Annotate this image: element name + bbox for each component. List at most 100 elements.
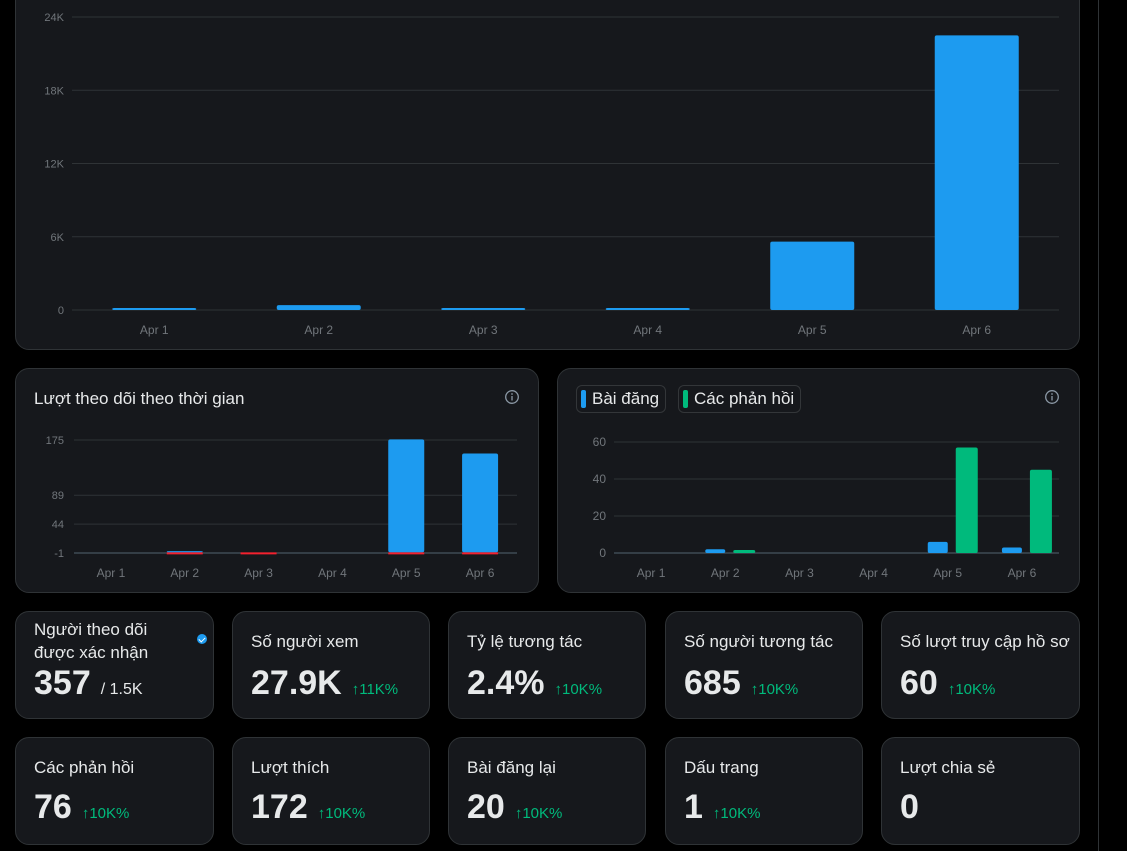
stat-shares[interactable]: Lượt chia sẻ 0 <box>881 737 1080 845</box>
bar <box>276 305 361 310</box>
stat-value-row: 2.4% ↑10K% <box>467 664 602 703</box>
x-tick-label: Apr 2 <box>304 323 333 337</box>
stat-change-value: 10K% <box>720 805 761 822</box>
arrow-up-icon: ↑ <box>750 681 759 698</box>
stat-engagers[interactable]: Số người tương tác 685 ↑10K% <box>665 611 863 719</box>
arrow-up-icon: ↑ <box>947 681 956 698</box>
stat-value-row: 20 ↑10K% <box>467 788 562 827</box>
bar-replies <box>1029 469 1052 553</box>
y-tick-label: 44 <box>52 519 64 531</box>
x-tick-label: Apr 1 <box>97 566 126 580</box>
x-tick-label: Apr 6 <box>466 566 495 580</box>
bar <box>770 241 855 310</box>
stat-change-value: 10K% <box>562 681 603 698</box>
stat-change-value: 10K% <box>522 805 563 822</box>
stat-change: ↑10K% <box>515 805 563 822</box>
bar-unfollows <box>462 552 499 555</box>
stat-change-value: 10K% <box>955 681 996 698</box>
x-tick-label: Apr 6 <box>1008 566 1037 580</box>
stat-change: ↑10K% <box>555 681 603 698</box>
y-tick-label: 18K <box>44 85 64 97</box>
stat-value-row: 685 ↑10K% <box>684 664 798 703</box>
info-icon[interactable] <box>504 389 520 405</box>
stat-value: 685 <box>684 664 741 702</box>
bar-replies <box>955 447 978 553</box>
stat-replies[interactable]: Các phản hồi 76 ↑10K% <box>15 737 214 845</box>
y-tick-label: 0 <box>58 305 64 317</box>
impressions-chart-card: 24K 18K 12K 6K 0 Apr 1 Apr 2 Apr 3 Apr 4 Apr 5 Apr… <box>15 0 1080 350</box>
followers-chart: 175 89 44 -1 Apr 1 Apr 2 Apr 3 Apr 4 Apr 5 Apr 6 <box>46 435 517 580</box>
y-tick-label: 60 <box>593 435 607 449</box>
y-tick-label: 89 <box>52 490 64 502</box>
bar-posts <box>1001 547 1022 553</box>
bar-posts <box>705 549 726 553</box>
followers-chart-card: Lượt theo dõi theo thời gian 175 89 44 -1 Ap… <box>15 368 539 593</box>
stat-value: 20 <box>467 788 505 826</box>
stat-value: 1 <box>684 788 703 826</box>
stat-value-row: 60 ↑10K% <box>900 664 995 703</box>
stat-change-value: 11K% <box>359 681 399 698</box>
bar-unfollows <box>240 552 277 555</box>
stat-value-row: 27.9K ↑11K% <box>251 664 398 703</box>
legend-replies[interactable]: Các phản hồi <box>678 385 802 413</box>
stat-viewers[interactable]: Số người xem 27.9K ↑11K% <box>232 611 430 719</box>
bar-unfollows <box>388 552 425 555</box>
stat-value: 76 <box>34 788 72 826</box>
stat-bookmarks[interactable]: Dấu trang 1 ↑10K% <box>665 737 863 845</box>
stat-value-row: 0 <box>900 788 919 827</box>
stat-change: ↑10K% <box>318 805 366 822</box>
y-tick-label: 40 <box>593 472 607 486</box>
activity-chart-card: Bài đăng Các phản hồi 60 40 20 0 Apr 1 Apr 2 A… <box>557 368 1080 593</box>
stat-reposts[interactable]: Bài đăng lại 20 ↑10K% <box>448 737 646 845</box>
stat-verified-followers[interactable]: Người theo dõi được xác nhận 357 / 1.5K <box>15 611 214 719</box>
x-tick-label: Apr 3 <box>244 566 273 580</box>
legend-posts-label: Bài đăng <box>592 389 660 408</box>
x-tick-label: Apr 1 <box>637 566 666 580</box>
followers-chart-title: Lượt theo dõi theo thời gian <box>34 389 245 408</box>
arrow-up-icon: ↑ <box>712 805 721 822</box>
x-tick-label: Apr 4 <box>633 323 662 337</box>
x-tick-label: Apr 5 <box>798 323 827 337</box>
y-tick-label: 24K <box>44 12 64 24</box>
y-tick-label: 0 <box>599 546 606 560</box>
legend-replies-swatch <box>683 390 688 408</box>
stat-change: ↑10K% <box>82 805 130 822</box>
stat-change-value: 10K% <box>89 805 130 822</box>
bar-posts <box>927 541 948 553</box>
stat-profile-visits[interactable]: Số lượt truy cập hồ sơ 60 ↑10K% <box>881 611 1080 719</box>
x-tick-label: Apr 2 <box>711 566 740 580</box>
stat-value: 0 <box>900 788 919 826</box>
stat-label: Người theo dõi được xác nhận <box>34 620 149 662</box>
stat-value-row: 76 ↑10K% <box>34 788 129 827</box>
stat-total: / 1.5K <box>100 681 143 698</box>
info-icon[interactable] <box>1044 389 1060 405</box>
arrow-up-icon: ↑ <box>514 805 523 822</box>
impressions-chart: 24K 18K 12K 6K 0 Apr 1 Apr 2 Apr 3 Apr 4 Apr 5 Apr… <box>44 12 1059 337</box>
stat-change-value: 10K% <box>325 805 366 822</box>
x-tick-label: Apr 3 <box>785 566 814 580</box>
stat-change: ↑10K% <box>751 681 799 698</box>
stat-engagement-rate[interactable]: Tỷ lệ tương tác 2.4% ↑10K% <box>448 611 646 719</box>
y-tick-label: 12K <box>44 159 64 171</box>
legend-replies-label: Các phản hồi <box>694 389 795 408</box>
stat-value: 60 <box>900 664 938 702</box>
x-tick-label: Apr 4 <box>859 566 888 580</box>
x-tick-label: Apr 2 <box>170 566 199 580</box>
y-tick-label: 175 <box>46 435 64 447</box>
bar-followers <box>388 439 425 553</box>
legend-posts[interactable]: Bài đăng <box>576 385 667 413</box>
bar <box>605 308 690 310</box>
stat-label: Dấu trang <box>684 758 759 777</box>
stat-label: Số người tương tác <box>684 632 834 651</box>
stat-label: Lượt thích <box>251 758 330 777</box>
arrow-up-icon: ↑ <box>317 805 326 822</box>
y-tick-label: 20 <box>593 509 607 523</box>
arrow-up-icon: ↑ <box>351 681 360 698</box>
bar-followers <box>166 551 203 553</box>
stat-likes[interactable]: Lượt thích 172 ↑10K% <box>232 737 430 845</box>
stat-value: 27.9K <box>251 664 342 702</box>
x-tick-label: Apr 4 <box>318 566 347 580</box>
stat-change-value: 10K% <box>758 681 799 698</box>
stat-label: Tỷ lệ tương tác <box>467 632 583 651</box>
stat-value: 357 <box>34 664 91 702</box>
